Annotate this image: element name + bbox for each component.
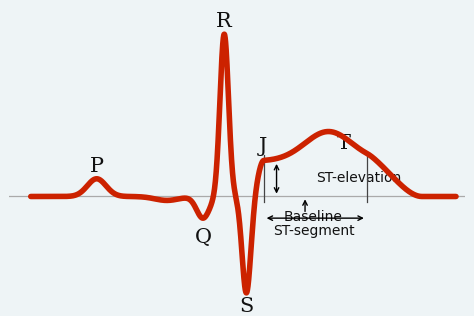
Text: Q: Q xyxy=(194,228,211,247)
Text: J: J xyxy=(258,137,267,156)
Text: S: S xyxy=(239,297,254,316)
Text: Baseline: Baseline xyxy=(284,210,343,224)
Text: ST-segment: ST-segment xyxy=(273,224,355,238)
Text: P: P xyxy=(90,157,104,176)
Text: R: R xyxy=(216,12,232,31)
Text: ST-elevation: ST-elevation xyxy=(316,171,401,185)
Text: T: T xyxy=(337,134,350,153)
